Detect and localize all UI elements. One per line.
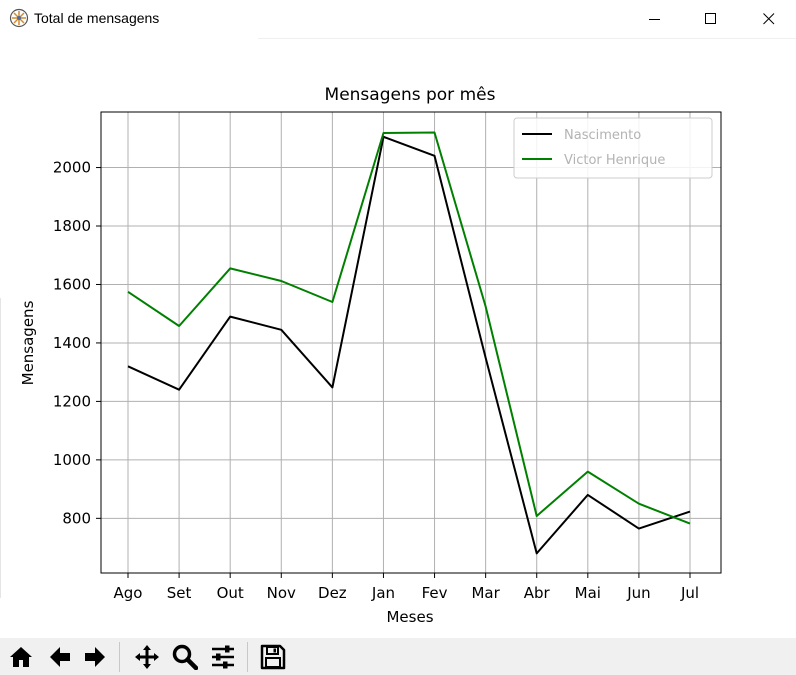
maximize-icon (705, 13, 716, 24)
close-icon (763, 13, 775, 25)
x-tick-label: Jan (371, 584, 395, 602)
forward-button[interactable] (80, 642, 110, 672)
x-tick-label: Jun (626, 584, 650, 602)
x-tick-label: Mai (575, 584, 601, 602)
maximize-button[interactable] (688, 0, 734, 38)
x-tick-label: Dez (318, 584, 347, 602)
back-icon (50, 647, 70, 667)
configure-subplots-button[interactable] (208, 642, 238, 672)
forward-icon (85, 647, 105, 667)
y-tick-label: 1400 (53, 334, 91, 352)
x-tick-label: Ago (114, 584, 143, 602)
zoom-button[interactable] (170, 642, 200, 672)
pan-button[interactable] (132, 642, 162, 672)
toolbar-separator (119, 642, 120, 672)
home-icon (10, 647, 32, 667)
title-bar: Total de mensagens (0, 0, 796, 38)
close-button[interactable] (746, 0, 792, 38)
x-tick-label: Abr (524, 584, 551, 602)
x-tick-label: Mar (471, 584, 500, 602)
series-lines (127, 131, 691, 555)
legend-label: Nascimento (564, 128, 641, 143)
y-tick-label: 1200 (53, 392, 91, 410)
y-tick-label: 1800 (53, 217, 91, 235)
title-separator (258, 38, 796, 39)
window-edge (0, 298, 1, 598)
x-tick-label: Out (217, 584, 244, 602)
axis-ticks: Ago Set Out Nov Dez Jan Fev Mar Abr Mai Jun Jul 800 1… (53, 159, 699, 602)
x-tick-label: Nov (267, 584, 296, 602)
configure-subplots-icon (212, 645, 234, 669)
y-tick-label: 1600 (53, 275, 91, 293)
window-title: Total de mensagens (34, 10, 160, 26)
minimize-button[interactable] (632, 0, 678, 38)
grid (101, 112, 721, 573)
legend-label: Victor Henrique (564, 153, 665, 168)
app-icon (9, 8, 29, 28)
save-button[interactable] (258, 642, 288, 672)
legend-box (513, 117, 713, 179)
toolbar-separator (247, 642, 248, 672)
x-tick-label: Jul (680, 584, 699, 602)
navigation-toolbar (0, 638, 796, 675)
line-chart: Mensagens por mês Ago Set Out Nov Dez Jan Fev M… (19, 85, 722, 626)
y-axis-label: Mensagens (19, 300, 37, 385)
x-tick-label: Set (167, 584, 192, 602)
x-tick-label: Fev (422, 584, 448, 602)
legend: Nascimento Victor Henrique (513, 117, 713, 179)
zoom-icon (172, 644, 198, 670)
series-line (127, 135, 691, 555)
save-icon (260, 644, 286, 670)
y-tick-label: 1000 (53, 451, 91, 469)
back-button[interactable] (45, 642, 75, 672)
chart-title: Mensagens por mês (325, 85, 496, 105)
x-axis-label: Meses (386, 608, 433, 626)
y-tick-label: 800 (62, 509, 91, 527)
minimize-icon (649, 19, 660, 20)
home-button[interactable] (6, 642, 36, 672)
y-tick-label: 2000 (53, 159, 91, 177)
series-line (127, 131, 691, 525)
pan-icon (135, 645, 159, 669)
